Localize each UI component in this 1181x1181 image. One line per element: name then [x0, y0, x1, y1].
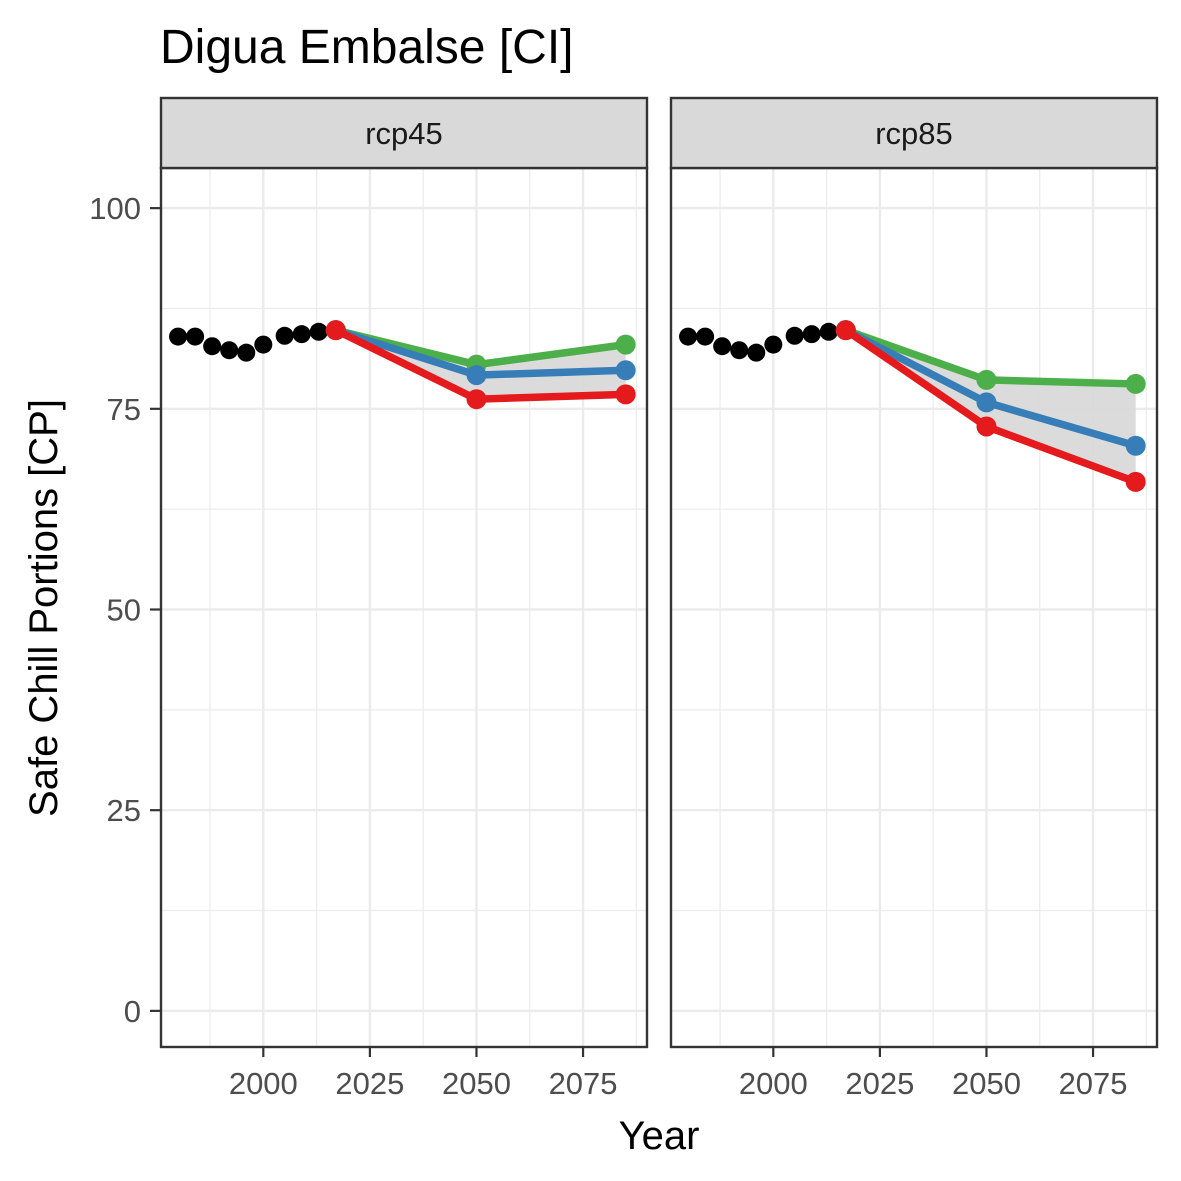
panel-rcp45: rcp45 2000 2025 2050 2075: [159, 96, 649, 1101]
series-point: [615, 334, 636, 355]
historic-point: [819, 322, 838, 341]
historic-point: [696, 327, 715, 346]
series-point: [976, 369, 997, 390]
historic-point: [747, 343, 766, 362]
x-axis-title: Year: [619, 1114, 700, 1158]
historic-point: [679, 327, 698, 346]
historic-point: [713, 337, 732, 356]
facet-label: rcp45: [365, 116, 443, 151]
x-tick-label: 2000: [739, 1066, 808, 1101]
x-tick-label: 2025: [335, 1066, 404, 1101]
historic-point: [785, 326, 804, 345]
y-axis: 0 25 50 75 100: [89, 191, 161, 1029]
historic-point: [237, 343, 256, 362]
plot-background: [671, 168, 1157, 1047]
y-tick-label: 100: [89, 191, 141, 226]
historic-point: [730, 341, 749, 360]
series-point: [325, 320, 346, 341]
historic-point: [186, 327, 205, 346]
facet-strip: [669, 96, 1159, 170]
plot-background: [161, 168, 647, 1047]
series-point: [1125, 471, 1146, 492]
historic-point: [309, 322, 328, 341]
gridlines: [671, 168, 1157, 1047]
y-tick-label: 75: [107, 392, 141, 427]
series-point: [835, 320, 856, 341]
historic-point: [220, 341, 239, 360]
historic-point: [203, 337, 222, 356]
series-point: [466, 389, 487, 410]
x-tick-label: 2000: [229, 1066, 298, 1101]
series-point: [466, 365, 487, 386]
x-tick-label: 2075: [549, 1066, 618, 1101]
y-tick-label: 50: [107, 593, 141, 628]
x-axis: 2000 2025 2050 2075: [739, 1047, 1128, 1101]
historic-point: [169, 327, 188, 346]
facet-label: rcp85: [875, 116, 953, 151]
y-tick-label: 0: [124, 994, 141, 1029]
series-point: [615, 384, 636, 405]
series-point: [615, 360, 636, 381]
x-tick-label: 2050: [952, 1066, 1021, 1101]
series-point: [976, 416, 997, 437]
x-tick-label: 2050: [442, 1066, 511, 1101]
chart-title: Digua Embalse [CI]: [160, 21, 574, 74]
series-median: [325, 320, 636, 386]
series-low: [835, 320, 1146, 492]
historic-point: [254, 335, 273, 354]
historic-point: [275, 326, 294, 345]
x-tick-label: 2075: [1059, 1066, 1128, 1101]
series-low: [325, 320, 636, 410]
gridlines: [161, 168, 647, 1047]
historic-point: [292, 325, 311, 344]
historic-point: [802, 325, 821, 344]
y-axis-title: Safe Chill Portions [CP]: [22, 399, 66, 817]
series-point: [1125, 373, 1146, 394]
y-tick-label: 25: [107, 793, 141, 828]
x-axis: 2000 2025 2050 2075: [229, 1047, 618, 1101]
panel-rcp85: rcp85 2000 2025 2050 2075: [669, 96, 1159, 1101]
historic-series: [169, 321, 345, 362]
facet-strip: [159, 96, 649, 170]
series-point: [976, 392, 997, 413]
historic-point: [764, 335, 783, 354]
x-tick-label: 2025: [845, 1066, 914, 1101]
series-point: [1125, 435, 1146, 456]
